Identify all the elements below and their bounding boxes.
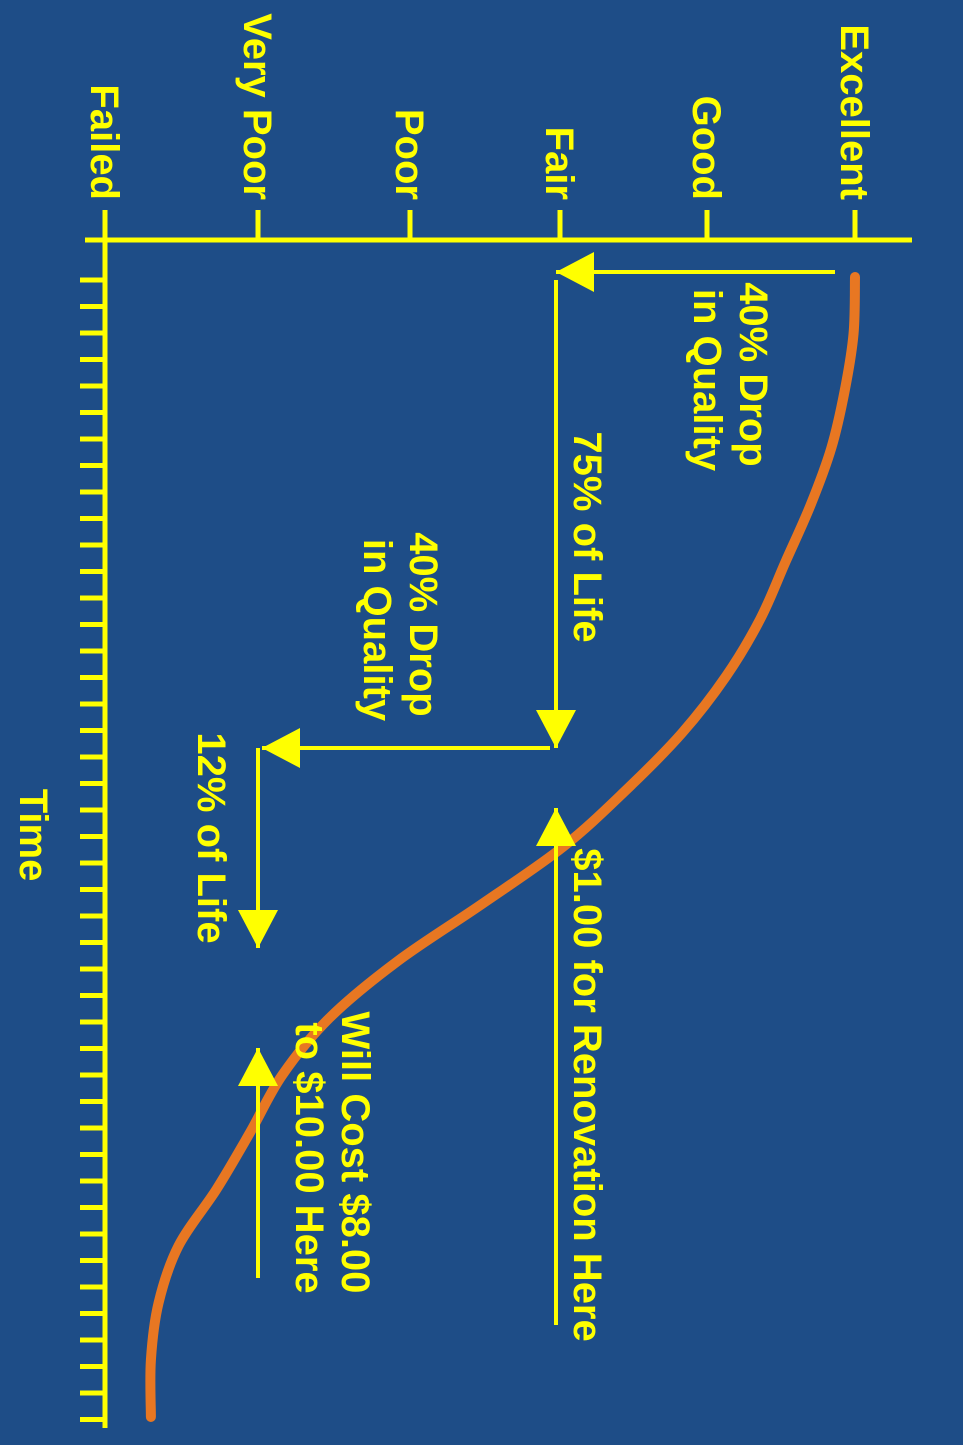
x-axis-title: Time [11, 789, 55, 882]
annotation-life-12: 12% of Life [189, 732, 233, 943]
arrow-renovation-head [536, 808, 576, 846]
arrow-drop-quality-2-head [262, 728, 300, 768]
condition-ticks [102, 210, 858, 240]
time-ticks [80, 277, 105, 1422]
annotation-life-75: 75% of Life [565, 431, 609, 642]
annotation-renovation-cost: $1.00 for Renovation Here [565, 848, 609, 1342]
annotation-later-cost: Will Cost $8.00 to $10.00 Here [287, 1011, 377, 1304]
arrow-life-12-head [238, 910, 278, 948]
condition-tick-label: Poor [387, 109, 431, 200]
condition-tick-label: Good [684, 96, 728, 200]
arrow-life-75-head [536, 710, 576, 748]
condition-tick-label: Fair [537, 127, 581, 200]
condition-curve-line [145, 272, 860, 1422]
arrow-drop-quality-1-head [556, 252, 594, 292]
condition-tick-label: Failed [82, 84, 126, 200]
arrow-later-cost-head [238, 1048, 278, 1086]
condition-tick-label: Excellent [832, 24, 876, 200]
annotation-drop-quality-2: 40% Drop in Quality [355, 532, 445, 728]
annotation-arrows [238, 252, 835, 1325]
annotation-drop-quality-1: 40% Drop in Quality [685, 282, 775, 478]
condition-tick-label: Very Poor [235, 13, 279, 200]
condition-tick-labels: Failed Very Poor Poor Fair Good Excellent [82, 13, 876, 200]
